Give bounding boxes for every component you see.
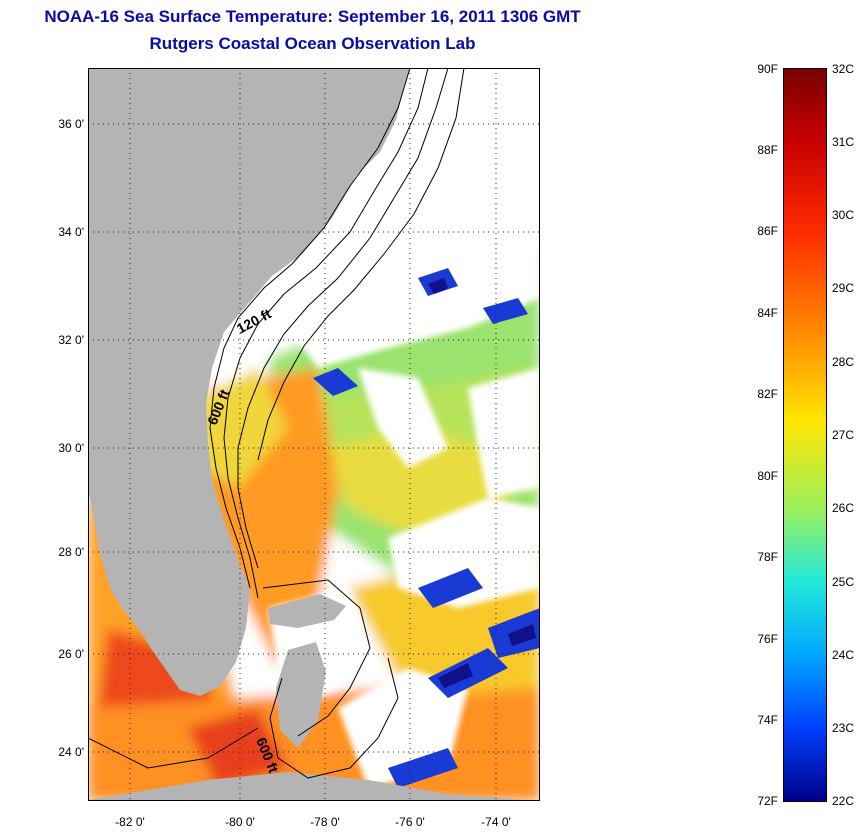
lat-label: 34 0'	[58, 225, 84, 239]
colorbar-label-f: 74F	[757, 713, 778, 727]
lon-label: -80 0'	[225, 815, 255, 829]
lat-label: 32 0'	[58, 333, 84, 347]
colorbar-label-f: 76F	[757, 632, 778, 646]
lat-label: 24 0'	[58, 745, 84, 759]
colorbar-label-f: 84F	[757, 306, 778, 320]
colorbar-label-f: 72F	[757, 794, 778, 808]
lon-label: -82 0'	[115, 815, 145, 829]
colorbar-label-c: 29C	[832, 281, 855, 295]
colorbar-label-f: 78F	[757, 550, 778, 564]
lat-label: 26 0'	[58, 647, 84, 661]
sst-map-graphic: 120 ft 600 ft 600 ft	[88, 68, 540, 801]
sst-map: 120 ft 600 ft 600 ft	[88, 68, 540, 801]
colorbar-label-c: 30C	[832, 208, 855, 222]
temperature-colorbar	[783, 68, 827, 802]
lat-label: 36 0'	[58, 117, 84, 131]
colorbar-label-c: 24C	[832, 648, 855, 662]
colorbar-label-f: 88F	[757, 143, 778, 157]
colorbar-label-c: 31C	[832, 135, 855, 149]
map-subtitle: Rutgers Coastal Ocean Observation Lab	[149, 34, 476, 53]
colorbar-label-c: 22C	[832, 794, 855, 808]
colorbar-label-c: 28C	[832, 355, 855, 369]
colorbar-label-c: 32C	[832, 62, 855, 76]
lat-label: 30 0'	[58, 441, 84, 455]
colorbar-label-c: 26C	[832, 501, 855, 515]
colorbar-label-f: 86F	[757, 224, 778, 238]
colorbar-label-f: 82F	[757, 387, 778, 401]
map-title: NOAA-16 Sea Surface Temperature: Septemb…	[44, 7, 581, 26]
lon-label: -76 0'	[395, 815, 425, 829]
colorbar-label-f: 80F	[757, 469, 778, 483]
lat-label: 28 0'	[58, 545, 84, 559]
colorbar-label-c: 25C	[832, 575, 855, 589]
colorbar-label-f: 90F	[757, 62, 778, 76]
colorbar-label-c: 23C	[832, 721, 855, 735]
lon-label: -74 0'	[481, 815, 511, 829]
colorbar-label-c: 27C	[832, 428, 855, 442]
lon-label: -78 0'	[310, 815, 340, 829]
